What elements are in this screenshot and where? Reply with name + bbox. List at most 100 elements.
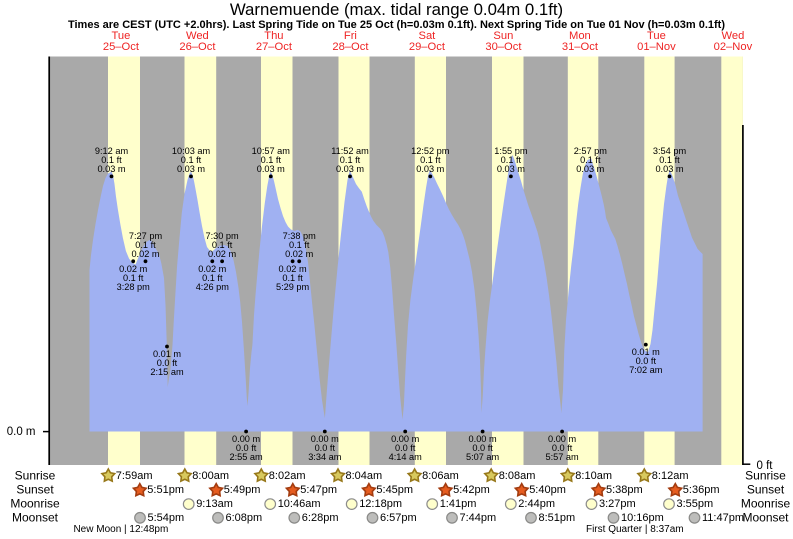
- tide-extreme-dot-8: [143, 259, 148, 264]
- annotation-line: 0.1 ft: [580, 154, 601, 165]
- moonrise-circle-icon-0: [182, 498, 195, 511]
- y-axis-label-feet: 0 ft: [756, 460, 773, 472]
- tide-annotation-low-16: 0.00 m 0.0 ft 3:34 am: [308, 434, 342, 462]
- day-label-31–Oct: Mon 31–Oct: [561, 30, 598, 53]
- right-row-label-moonrise: Moonrise: [740, 496, 791, 511]
- tide-annotation-high-0: 9:12 am 0.1 ft 0.03 m: [95, 146, 128, 174]
- tide-annotation-high-3: 11:52 am 0.1 ft 0.03 m: [331, 146, 369, 174]
- annotation-line: 0.03 m: [97, 163, 126, 174]
- moonrise-circle-icon-5: [585, 498, 598, 511]
- sunset-star-icon-1: [208, 481, 225, 498]
- sunset-time: 5:45pm: [376, 484, 414, 497]
- day-label-29–Oct: Sat 29–Oct: [408, 30, 445, 53]
- chart-title: Warnemuende (max. tidal range 0.04m 0.1f…: [229, 0, 564, 19]
- annotation-line: 0.1 ft: [122, 272, 144, 283]
- tide-annotation-low-17: 0.00 m 0.0 ft 4:14 am: [388, 434, 422, 462]
- annotation-line: 0.1 ft: [659, 154, 680, 165]
- tide-annotation-low-14: 0.01 m 0.0 ft 2:15 am: [150, 349, 183, 377]
- tide-extreme-dot-17: [403, 429, 408, 434]
- day-name: Tue: [646, 29, 666, 42]
- annotation-line: 0.02 m: [278, 263, 307, 274]
- sunrise-time: 7:59am: [115, 469, 153, 482]
- annotation-line: 0.0 ft: [156, 358, 178, 368]
- moonset-time: 5:54pm: [147, 511, 185, 524]
- day-date: 01–Nov: [637, 40, 676, 53]
- moonset-time: 6:08pm: [225, 511, 263, 524]
- annotation-line: 0.00 m: [310, 434, 339, 444]
- annotation-line: 7:02 am: [629, 365, 663, 376]
- day-label-30–Oct: Sun 30–Oct: [485, 30, 521, 53]
- sunset-star-icon-6: [590, 481, 607, 498]
- annotation-line: 3:54 pm: [652, 145, 687, 156]
- tide-annotation-high-10: 7:38 pm 0.1 ft 0.02 m: [283, 231, 316, 259]
- moonset-circle-icon-5: [525, 511, 537, 524]
- sunrise-star-icon-1: [176, 467, 193, 483]
- moonset-circle-icon-0: [134, 511, 146, 524]
- sunset-star-icon-4: [437, 481, 454, 498]
- annotation-line: 0.02 m: [119, 263, 148, 274]
- tide-extreme-dot-14: [165, 344, 169, 349]
- tide-annotation-low-15: 0.00 m 0.0 ft 2:55 am: [229, 434, 263, 462]
- sunrise-star-icon-5: [483, 467, 500, 483]
- annotation-line: 0.1 ft: [500, 154, 522, 165]
- sunset-time: 5:40pm: [529, 484, 566, 497]
- moonset-time: 6:57pm: [380, 511, 417, 524]
- tide-extreme-dot-13: [290, 259, 295, 264]
- sunrise-star-icon-3: [330, 467, 346, 483]
- tide-extreme-dot-18: [480, 429, 485, 434]
- tide-extreme-dot-20: [643, 342, 648, 347]
- tide-annotation-low-18: 0.00 m 0.0 ft 5:07 am: [465, 434, 500, 462]
- annotation-line: 2:57 pm: [573, 145, 607, 156]
- tide-annotation-low-12: 0.02 m 0.1 ft 4:26 pm: [196, 264, 229, 292]
- annotation-line: 10:03 am: [171, 145, 211, 156]
- moonset-circle-icon-2: [288, 511, 301, 524]
- annotation-line: 0.03 m: [176, 163, 206, 174]
- day-date: 31–Oct: [561, 40, 598, 53]
- day-date: 25–Oct: [102, 40, 139, 53]
- annotation-line: 5:57 am: [545, 452, 579, 462]
- moonrise-circle-icon-6: [663, 498, 675, 511]
- sunset-time: 5:47pm: [300, 484, 337, 497]
- annotation-line: 0.0 ft: [314, 443, 336, 453]
- annotation-line: 4:14 am: [388, 452, 422, 462]
- tide-extreme-dot-2: [268, 174, 273, 179]
- sunrise-time: 8:10am: [575, 469, 612, 482]
- right-row-label-sunset: Sunset: [746, 482, 785, 497]
- sunrise-time: 8:12am: [651, 469, 689, 482]
- sunset-star-icon-3: [360, 481, 377, 498]
- moonset-circle-icon-6: [607, 511, 620, 524]
- annotation-line: 0.03 m: [416, 163, 445, 174]
- tide-annotation-high-1: 10:03 am 0.1 ft 0.03 m: [171, 145, 211, 174]
- annotation-line: 0.03 m: [496, 163, 525, 174]
- annotation-line: 0.1 ft: [101, 154, 122, 165]
- annotation-line: 0.1 ft: [339, 154, 361, 165]
- moonset-circle-icon-7: [688, 511, 701, 524]
- sunrise-time: 8:00am: [192, 469, 229, 482]
- day-label-28–Oct: Fri 28–Oct: [332, 30, 368, 53]
- annotation-line: 5:07 am: [465, 452, 500, 462]
- moonrise-circle-icon-4: [504, 498, 517, 511]
- tide-extreme-dot-6: [588, 174, 593, 179]
- annotation-line: 0.00 m: [391, 434, 420, 444]
- annotation-line: 10:57 am: [251, 145, 290, 156]
- moonrise-time: 12:18pm: [359, 498, 402, 511]
- day-label-27–Oct: Thu 27–Oct: [256, 30, 292, 53]
- day-date: 29–Oct: [408, 40, 445, 53]
- sunrise-star-icon-4: [406, 467, 423, 483]
- tide-extreme-dot-1: [189, 174, 193, 179]
- annotation-line: 0.01 m: [631, 347, 660, 358]
- annotation-line: 12:52 pm: [411, 145, 450, 156]
- moonset-time: 8:51pm: [538, 511, 576, 524]
- annotation-line: 7:27 pm: [128, 230, 163, 241]
- annotation-line: 2:55 am: [229, 452, 263, 462]
- annotation-line: 5:29 pm: [275, 281, 310, 292]
- annotation-line: 3:34 am: [308, 452, 342, 462]
- annotation-line: 0.03 m: [655, 163, 684, 174]
- tide-extreme-dot-19: [560, 429, 564, 434]
- annotation-line: 0.00 m: [232, 434, 261, 444]
- moonset-time: 7:44pm: [459, 511, 497, 524]
- annotation-line: 0.03 m: [256, 163, 285, 174]
- right-row-label-sunrise: Sunrise: [745, 468, 786, 483]
- tide-curve-area: [89, 155, 703, 432]
